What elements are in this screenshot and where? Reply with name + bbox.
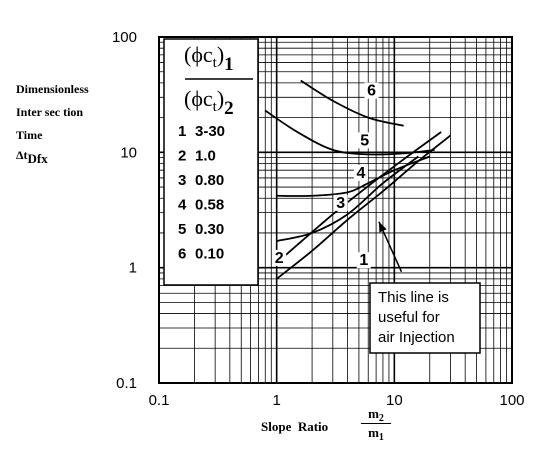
tick-labels: 0.1 1 10 100 0.1 1 10 100	[112, 29, 525, 409]
series-lines	[264, 79, 452, 280]
y-tick-label: 100	[112, 29, 137, 46]
x-tick-label: 1	[272, 392, 280, 409]
y-axis-label-line-3: Time	[16, 128, 43, 142]
curve-label-2: 2	[275, 250, 284, 267]
plot-border	[158, 36, 513, 384]
legend-entry-id: 3	[178, 172, 186, 189]
x-axis-fraction-num: m2	[361, 406, 391, 424]
legend-entry-id: 5	[178, 221, 186, 238]
x-axis-fraction: m2 m1	[361, 406, 391, 443]
x-tick-label: 10	[386, 392, 403, 409]
curve-label-bg	[356, 252, 371, 269]
series-line-1	[276, 134, 452, 280]
legend-fraction-numerator: (ϕct)1	[184, 42, 234, 75]
series-line-6	[300, 79, 404, 127]
legend-entry-value: 3-30	[195, 123, 225, 140]
x-axis-label: Slope Ratio	[261, 419, 328, 435]
x-axis-label-text: Slope Ratio	[261, 419, 329, 434]
y-axis-label: Dimensionless Inter sec tion Time ΔtDfx	[16, 82, 89, 166]
legend-entry-value: 1.0	[195, 148, 216, 165]
curve-label-bg	[364, 82, 379, 99]
legend-box	[163, 38, 259, 286]
legend-fraction-denominator: (ϕct)2	[184, 86, 234, 119]
curve-labels: 6 5 43 2 1	[272, 82, 379, 269]
curve-label-4: 4	[356, 165, 365, 182]
legend: (ϕct)1 (ϕct)2 1 3-30 2 1.0 3 0.80 4 0.58 5 0.30 6 0.1…	[163, 38, 259, 286]
series-line-4	[276, 155, 431, 197]
series-line-5	[264, 109, 435, 156]
curve-label-bg	[272, 249, 287, 266]
annotation-box	[369, 282, 481, 354]
x-axis-fraction-den: m1	[361, 424, 391, 443]
legend-entry-value: 0.10	[195, 246, 224, 263]
annotation-arrow-head	[378, 221, 387, 233]
annotation: This line is useful for air Injection	[369, 221, 481, 354]
series-line-2	[276, 131, 442, 264]
series-line-3	[276, 155, 419, 242]
y-tick-label: 1	[129, 260, 137, 277]
y-axis-symbol-sub: Dfx	[27, 151, 48, 166]
y-axis-label-symbol: ΔtDfx	[16, 148, 89, 166]
legend-entry-value: 0.80	[195, 172, 224, 189]
x-tick-label: 0.1	[149, 392, 170, 409]
legend-entry-value: 0.30	[195, 221, 224, 238]
x-frac-den-sub: 1	[378, 432, 384, 443]
y-tick-label: 10	[120, 144, 137, 161]
x-frac-num-m: m	[368, 406, 379, 421]
y-axis-symbol: Δt	[16, 148, 28, 162]
y-axis-label-line-1: Dimensionless	[16, 82, 89, 96]
curve-label-3: 3	[336, 195, 345, 212]
curve-label-bg	[357, 132, 372, 149]
y-axis-label-line-2: Inter sec tion	[16, 105, 84, 119]
legend-entry-id: 1	[178, 123, 186, 140]
legend-entry-value: 0.58	[195, 197, 224, 214]
curve-label-bg	[353, 164, 368, 181]
curve-label-5: 5	[360, 132, 369, 149]
curve-label-6: 6	[367, 83, 376, 100]
x-frac-num-sub: 2	[378, 413, 384, 424]
legend-entry-id: 6	[178, 246, 186, 263]
legend-entry-id: 4	[178, 197, 187, 214]
y-tick-label: 0.1	[116, 375, 137, 392]
plot-frame	[158, 36, 513, 384]
annotation-text-line: useful for	[378, 309, 440, 326]
curve-label-bg	[333, 194, 348, 211]
x-tick-label: 100	[499, 392, 524, 409]
legend-entry-id: 2	[178, 148, 186, 165]
annotation-text-line: air Injection	[378, 329, 455, 346]
x-frac-den-m: m	[368, 425, 379, 440]
curve-label-1: 1	[359, 252, 368, 269]
annotation-text-line: This line is	[378, 289, 449, 306]
